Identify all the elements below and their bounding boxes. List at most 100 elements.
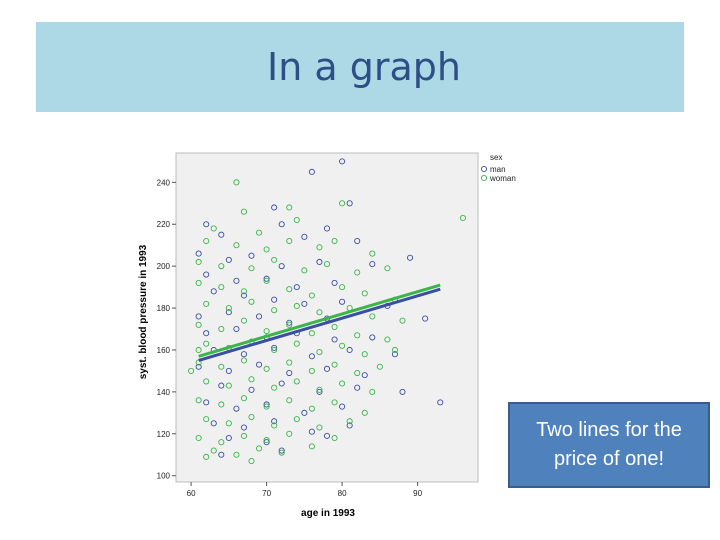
data-point-woman: [218, 284, 225, 291]
data-point-woman: [323, 261, 331, 268]
data-point-man: [354, 384, 361, 391]
fit-line-man: [198, 287, 441, 362]
data-point-man: [248, 252, 255, 259]
y-tick-label: 140: [157, 388, 171, 397]
legend-label-man: man: [490, 165, 506, 174]
data-point-woman: [339, 380, 346, 387]
data-point-woman: [255, 445, 263, 452]
data-point-man: [240, 424, 247, 431]
y-tick-label: 120: [157, 430, 171, 439]
slide-title: In a graph: [267, 45, 461, 89]
data-point-woman: [233, 451, 240, 458]
data-point-woman: [203, 237, 210, 245]
legend-label-woman: woman: [489, 174, 516, 183]
data-point-woman: [316, 309, 323, 316]
data-point-woman: [354, 369, 361, 377]
data-point-woman: [263, 437, 270, 444]
data-point-man: [301, 300, 308, 307]
data-point-woman: [369, 250, 376, 257]
y-tick-label: 100: [157, 472, 171, 481]
data-point-man: [399, 388, 406, 395]
data-point-woman: [376, 363, 383, 370]
data-point-man: [308, 168, 315, 175]
data-point-man: [210, 288, 217, 295]
x-tick-label: 70: [262, 489, 271, 498]
data-point-woman: [391, 346, 399, 354]
data-point-woman: [248, 376, 255, 383]
data-point-man: [331, 279, 338, 286]
data-point-woman: [248, 457, 255, 465]
data-point-man: [323, 365, 331, 372]
data-point-woman: [331, 361, 338, 368]
data-point-woman: [271, 256, 278, 263]
data-point-woman: [225, 382, 232, 389]
data-point-woman: [286, 286, 293, 293]
data-point-woman: [384, 336, 391, 343]
data-points: [188, 158, 466, 465]
legend-marker-woman: [480, 174, 488, 182]
data-point-man: [240, 351, 247, 358]
data-point-woman: [399, 317, 406, 324]
data-point-woman: [188, 367, 195, 374]
data-point-woman: [271, 346, 278, 354]
data-point-woman: [339, 342, 346, 349]
data-point-man: [361, 372, 368, 379]
data-point-woman: [301, 267, 308, 274]
data-point-woman: [263, 403, 270, 410]
data-point-man: [437, 399, 444, 406]
data-point-woman: [263, 365, 270, 372]
data-point-woman: [293, 302, 300, 310]
data-point-woman: [293, 378, 300, 385]
data-point-woman: [308, 443, 315, 450]
data-point-woman: [203, 340, 210, 347]
data-point-woman: [248, 298, 255, 305]
data-point-woman: [218, 263, 225, 270]
data-point-woman: [286, 321, 293, 328]
data-point-woman: [369, 313, 376, 320]
data-point-man: [278, 380, 285, 387]
data-point-woman: [331, 323, 338, 330]
data-point-man: [233, 277, 240, 284]
callout-box: Two lines for the price of one!: [508, 402, 710, 488]
data-point-man: [203, 399, 210, 406]
data-point-man: [218, 451, 225, 458]
data-point-man: [203, 330, 210, 337]
data-point-woman: [331, 399, 338, 406]
data-point-woman: [263, 277, 270, 284]
data-point-woman: [240, 395, 247, 402]
data-point-man: [391, 351, 399, 358]
data-point-man: [203, 271, 210, 278]
data-point-man: [263, 275, 270, 282]
data-point-woman: [293, 217, 300, 224]
data-point-woman: [346, 418, 353, 425]
data-point-man: [339, 158, 346, 165]
data-point-man: [346, 346, 353, 354]
data-point-woman: [225, 305, 232, 312]
data-point-man: [271, 296, 278, 303]
data-point-man: [233, 405, 240, 412]
data-point-man: [210, 420, 217, 427]
data-point-woman: [361, 351, 368, 358]
data-point-woman: [308, 292, 315, 299]
data-point-woman: [286, 359, 293, 366]
data-point-man: [263, 401, 270, 408]
data-point-woman: [218, 401, 225, 408]
data-point-woman: [248, 265, 255, 272]
data-point-man: [225, 367, 232, 374]
data-point-woman: [195, 397, 202, 404]
data-point-man: [316, 388, 323, 395]
data-point-woman: [384, 265, 391, 272]
data-point-woman: [331, 237, 338, 245]
data-point-man: [369, 334, 376, 341]
data-point-man: [271, 418, 278, 425]
data-point-man: [218, 382, 225, 389]
x-tick-label: 80: [338, 489, 347, 498]
y-tick-label: 180: [157, 304, 171, 313]
y-tick-label: 160: [157, 346, 171, 355]
data-point-woman: [369, 388, 376, 395]
data-point-woman: [339, 284, 346, 291]
data-point-woman: [203, 300, 210, 307]
data-point-man: [339, 298, 346, 305]
data-point-woman: [233, 242, 240, 249]
